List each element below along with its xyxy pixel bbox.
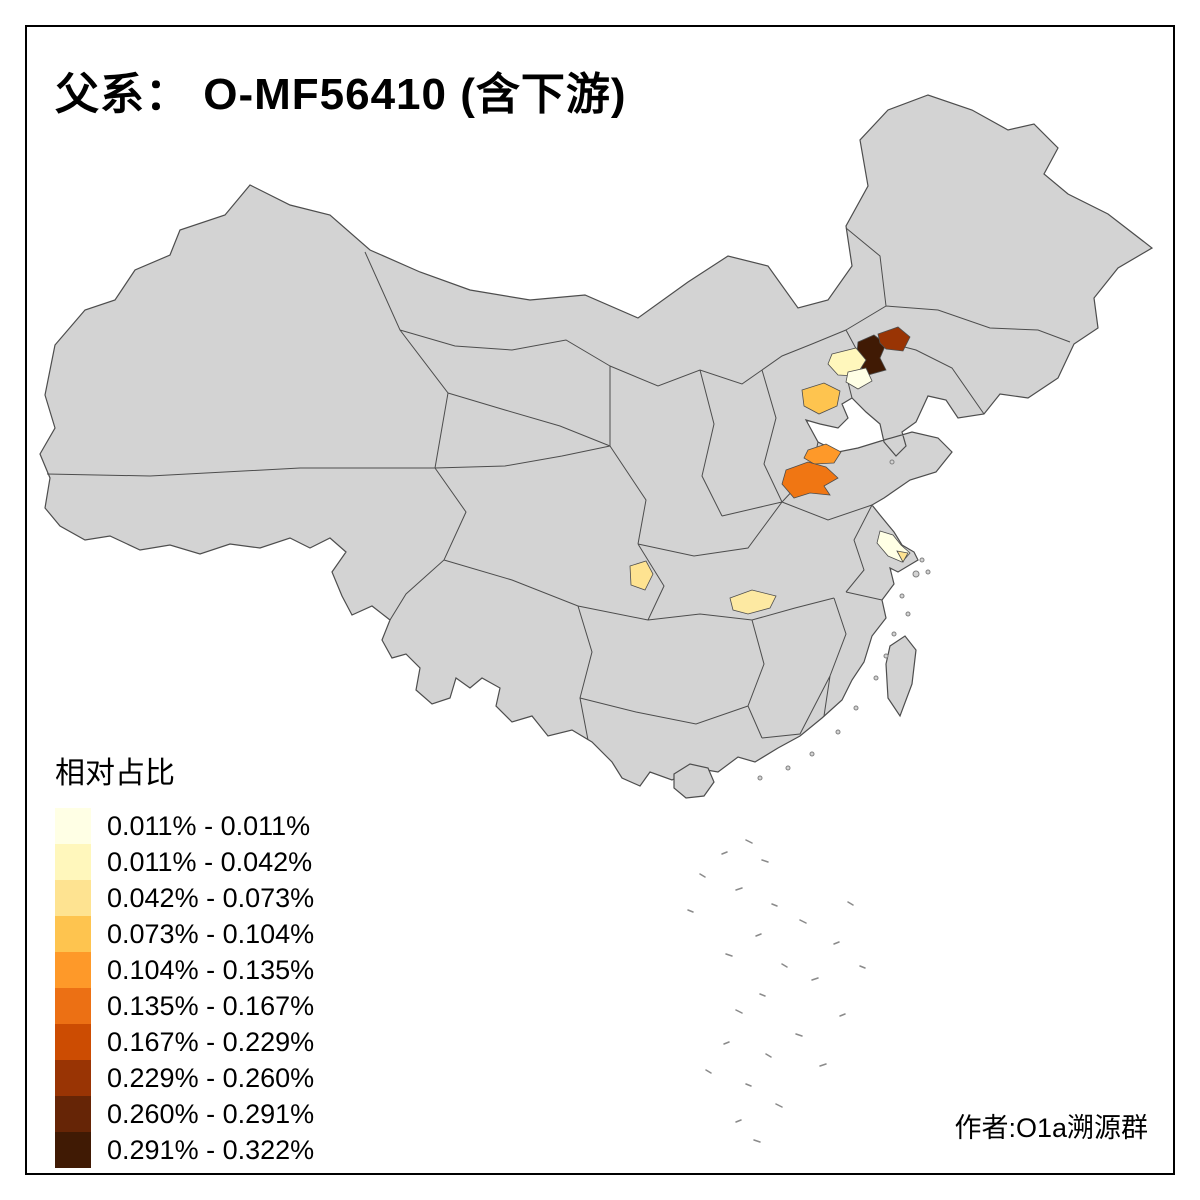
legend-item: 0.135% - 0.167% bbox=[55, 988, 314, 1024]
legend-label: 0.011% - 0.011% bbox=[107, 810, 311, 841]
legend-label: 0.011% - 0.042% bbox=[107, 846, 313, 877]
legend-swatch bbox=[55, 952, 91, 988]
author-credit: 作者:O1a溯源群 bbox=[954, 1113, 1148, 1143]
legend-swatch bbox=[55, 844, 91, 880]
legend-swatch bbox=[55, 1132, 91, 1168]
legend-label: 0.167% - 0.229% bbox=[107, 1026, 315, 1057]
legend-swatch bbox=[55, 808, 91, 844]
legend-item: 0.229% - 0.260% bbox=[55, 1060, 314, 1096]
legend-item: 0.073% - 0.104% bbox=[55, 916, 314, 952]
region-northwest-shandong-orange bbox=[803, 443, 842, 465]
legend-item: 0.167% - 0.229% bbox=[55, 1024, 314, 1060]
region-liaoning-central-dark bbox=[877, 326, 911, 352]
legend-label: 0.104% - 0.135% bbox=[107, 954, 315, 985]
legend-item: 0.291% - 0.322% bbox=[55, 1132, 314, 1168]
region-sichuan-yellow bbox=[629, 560, 654, 591]
legend-label: 0.291% - 0.322% bbox=[107, 1134, 315, 1165]
legend-swatch bbox=[55, 880, 91, 916]
legend-item: 0.011% - 0.011% bbox=[55, 808, 314, 844]
legend-swatch bbox=[55, 1024, 91, 1060]
legend-label: 0.229% - 0.260% bbox=[107, 1062, 315, 1093]
legend-item: 0.042% - 0.073% bbox=[55, 880, 314, 916]
province-boundaries bbox=[46, 227, 1071, 741]
plot-title: 父系： O-MF56410 (含下游) bbox=[55, 70, 627, 119]
hainan-island bbox=[673, 763, 715, 799]
region-southwest-shandong-deep-orange bbox=[781, 461, 839, 499]
south-china-sea-islands bbox=[687, 839, 866, 1143]
legend-label: 0.042% - 0.073% bbox=[107, 882, 315, 913]
legend-swatch bbox=[55, 1060, 91, 1096]
legend-item: 0.011% - 0.042% bbox=[55, 844, 314, 880]
coastal-islands bbox=[757, 459, 931, 781]
legend-title: 相对占比 bbox=[55, 757, 175, 790]
legend-swatch bbox=[55, 988, 91, 1024]
legend-label: 0.260% - 0.291% bbox=[107, 1098, 315, 1129]
taiwan-island bbox=[885, 635, 917, 718]
region-north-hunan-pale-yellow bbox=[729, 589, 777, 615]
legend-swatch bbox=[55, 1096, 91, 1132]
region-tianjin-orange bbox=[801, 382, 841, 415]
legend-swatch bbox=[55, 916, 91, 952]
region-hebei-coast-cream bbox=[845, 367, 873, 390]
region-shanghai-yellow bbox=[896, 550, 909, 563]
legend-label: 0.073% - 0.104% bbox=[107, 918, 315, 949]
legend: 相对占比 0.011% - 0.011% 0.011% - 0.042% 0.0… bbox=[55, 748, 314, 1168]
legend-item: 0.260% - 0.291% bbox=[55, 1096, 314, 1132]
legend-label: 0.135% - 0.167% bbox=[107, 990, 315, 1021]
legend-item: 0.104% - 0.135% bbox=[55, 952, 314, 988]
